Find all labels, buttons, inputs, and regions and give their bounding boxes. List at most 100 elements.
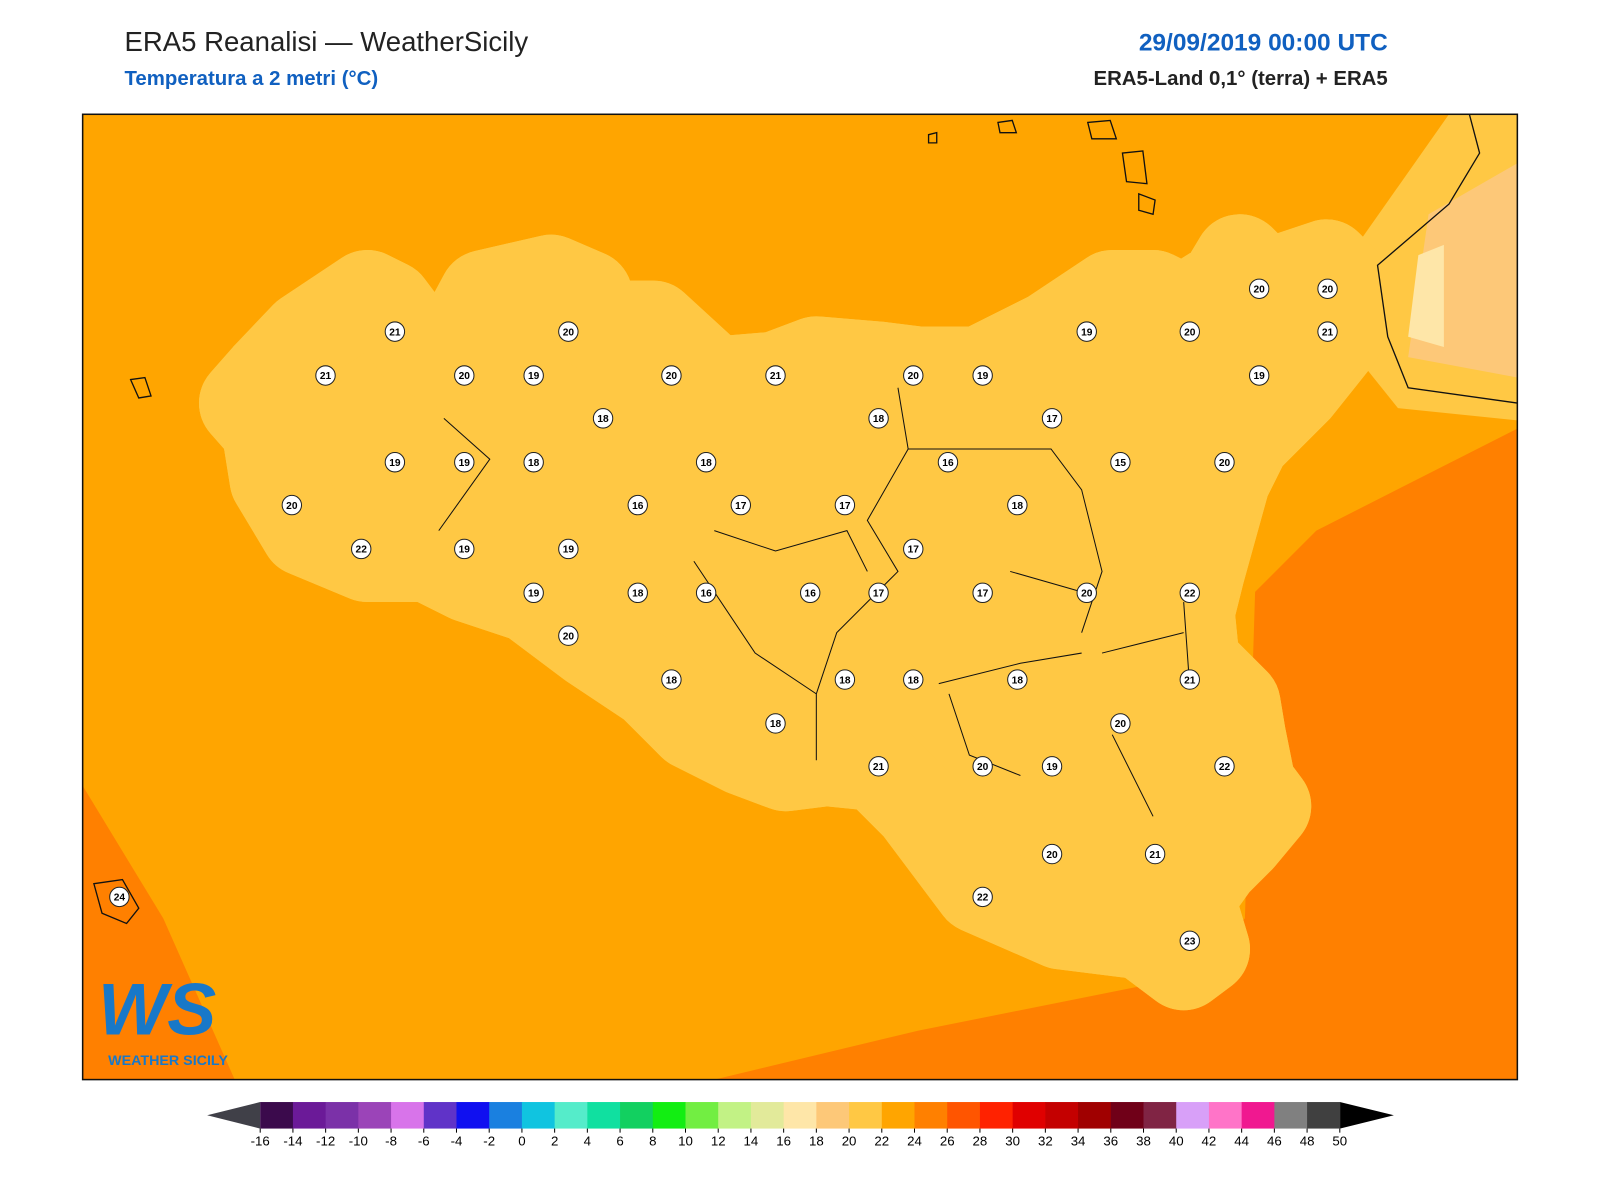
- station-marker: [454, 452, 475, 473]
- colorbar-label: 48: [1300, 1133, 1315, 1148]
- colorbar-segment: [1241, 1102, 1275, 1129]
- colorbar-label: 46: [1267, 1133, 1282, 1148]
- station-value: 20: [1184, 327, 1196, 338]
- station-marker: [695, 452, 717, 473]
- station-value: 21: [1322, 327, 1334, 338]
- colorbar-segment: [1176, 1102, 1210, 1129]
- station-marker: [558, 538, 579, 560]
- station-marker: [1041, 843, 1063, 865]
- colorbar-segment: [1274, 1102, 1308, 1129]
- station-value: 20: [666, 371, 678, 382]
- stations: 21 20 21 20 19 20 21 20 19 19 20 20 20 21 19 18 18 17 19 19…: [109, 278, 1338, 952]
- station-value: 17: [977, 589, 989, 600]
- colorbar-segment: [620, 1102, 654, 1129]
- colorbar-label: 44: [1234, 1133, 1249, 1148]
- colorbar-label: 16: [776, 1133, 791, 1148]
- station-marker: [384, 321, 406, 342]
- colorbar-segment: [489, 1102, 523, 1129]
- station-value: 19: [528, 371, 540, 382]
- station-marker: [558, 625, 579, 646]
- colorbar-segment: [423, 1102, 458, 1129]
- station-marker: [868, 582, 889, 604]
- colorbar-label: 22: [874, 1133, 889, 1148]
- station-marker: [937, 452, 959, 473]
- station-value: 19: [977, 371, 989, 382]
- colorbar-label: 30: [1005, 1133, 1020, 1148]
- colorbar-segment: [325, 1102, 359, 1129]
- colorbar-segment: [1143, 1102, 1177, 1129]
- station-value: 16: [632, 501, 644, 512]
- station-value: 18: [597, 414, 609, 425]
- station-marker: [695, 582, 717, 604]
- colorbar-segment: [914, 1102, 948, 1129]
- station-marker: [730, 494, 752, 516]
- station-value: 17: [735, 501, 747, 512]
- station-marker: [868, 756, 889, 777]
- station-marker: [903, 669, 924, 690]
- station-value: 20: [908, 371, 920, 382]
- island: [93, 119, 1156, 925]
- zone: [1408, 244, 1444, 347]
- colorbar-label: 28: [973, 1133, 988, 1148]
- colorbar-label: -12: [316, 1133, 335, 1148]
- station-value: 18: [632, 589, 644, 600]
- colorbar-segment: [554, 1102, 588, 1129]
- station-marker: [1144, 843, 1166, 865]
- station-marker: [765, 713, 786, 734]
- colorbar-label: 14: [744, 1133, 759, 1148]
- station-value: 21: [1184, 675, 1196, 686]
- date: 29/09/2019 00:00 UTC: [1139, 29, 1388, 56]
- station-marker: [661, 365, 682, 386]
- station-value: 19: [1254, 371, 1266, 382]
- station-value: 21: [1149, 850, 1161, 861]
- colorbar-label: 32: [1038, 1133, 1053, 1148]
- station-marker: [972, 365, 993, 386]
- colorbar-label: 8: [649, 1133, 656, 1148]
- station-value: 19: [528, 589, 540, 600]
- station-marker: [523, 365, 544, 386]
- colorbar-segment: [750, 1102, 785, 1129]
- station-value: 20: [1219, 458, 1231, 469]
- station-value: 18: [770, 719, 782, 730]
- station-value: 18: [666, 675, 678, 686]
- station-marker: [1110, 713, 1131, 734]
- colorbar-label: 6: [616, 1133, 623, 1148]
- colorbar: -16 -14 -12 -10 -8 -6 -4 -2 0 2 4 6 8 10 12 14 16 18 20 22 2…: [207, 1102, 1394, 1148]
- station-value: 18: [908, 675, 920, 686]
- station-marker: [1179, 669, 1200, 690]
- station-value: 20: [977, 762, 989, 773]
- station-value: 21: [873, 762, 885, 773]
- station-marker: [1110, 452, 1131, 473]
- colorbar-label: 34: [1071, 1133, 1086, 1148]
- station-value: 20: [563, 327, 575, 338]
- warm-zone: [82, 785, 235, 1080]
- colorbar-label: 40: [1169, 1133, 1184, 1148]
- colorbar-label: 18: [809, 1133, 824, 1148]
- station-value: 19: [1081, 327, 1093, 338]
- station-value: 18: [873, 414, 885, 425]
- map-frame: [81, 113, 1519, 1081]
- station-value: 18: [1012, 675, 1024, 686]
- colorbar-segment: [947, 1102, 981, 1129]
- station-value: 18: [528, 458, 540, 469]
- station-value: 16: [805, 589, 817, 600]
- station-marker: [800, 582, 821, 604]
- station-value: 15: [1115, 458, 1127, 469]
- station-value: 19: [563, 545, 575, 556]
- warm-zone: [714, 428, 1518, 1080]
- colorbar-label: -10: [349, 1133, 368, 1148]
- station-marker: [627, 582, 648, 604]
- colorbar-segment: [1208, 1102, 1243, 1129]
- colorbar-under: [207, 1102, 261, 1129]
- colorbar-segment: [391, 1102, 425, 1129]
- station-marker: [661, 669, 682, 690]
- station-value: 20: [1046, 850, 1058, 861]
- colorbar-segment: [358, 1102, 392, 1129]
- station-marker: [1007, 494, 1028, 516]
- station-marker: [592, 408, 614, 429]
- colorbar-label: 38: [1136, 1133, 1151, 1148]
- colorbar-segment: [1307, 1102, 1341, 1129]
- station-marker: [765, 365, 786, 386]
- station-value: 23: [1184, 937, 1196, 948]
- colorbar-segment: [521, 1102, 556, 1129]
